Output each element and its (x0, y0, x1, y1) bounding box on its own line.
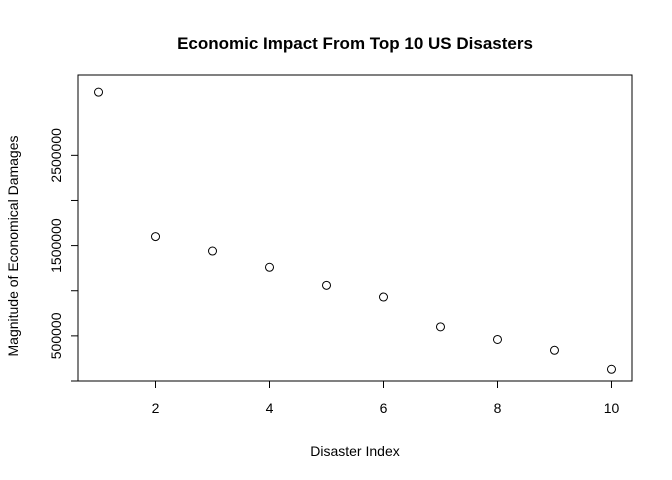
data-point (151, 232, 161, 242)
data-point (435, 322, 445, 332)
y-tick-label: 500000 (48, 312, 64, 359)
data-point (94, 87, 104, 97)
data-point (492, 334, 502, 344)
x-tick-label: 10 (604, 400, 620, 416)
y-ticks: 500000 1500000 2500000 (48, 128, 78, 382)
x-axis-label: Disaster Index (310, 443, 399, 459)
x-tick-label: 2 (152, 400, 160, 416)
y-axis-label: Magnitude of Economical Damages (5, 135, 21, 356)
x-ticks: 2 4 6 8 10 (152, 381, 620, 416)
x-tick-label: 4 (266, 400, 274, 416)
y-tick-label: 1500000 (48, 218, 64, 273)
x-tick-label: 8 (494, 400, 502, 416)
data-point (322, 280, 332, 290)
data-point (549, 345, 559, 355)
chart-title: Economic Impact From Top 10 US Disasters (177, 34, 533, 53)
x-tick-label: 6 (380, 400, 388, 416)
data-point (208, 246, 218, 256)
plot-box (77, 74, 633, 382)
data-point (265, 262, 275, 272)
y-tick-label: 2500000 (48, 128, 64, 183)
data-point (606, 364, 616, 374)
data-point (378, 292, 388, 302)
data-points (94, 87, 616, 374)
